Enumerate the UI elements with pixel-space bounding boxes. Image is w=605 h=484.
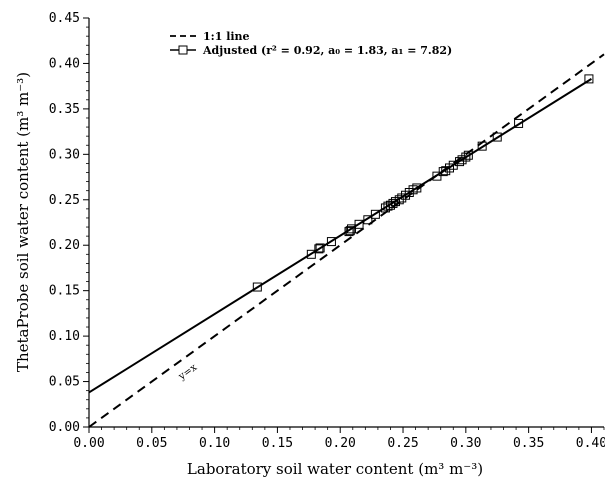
series-adjusted-fit-line xyxy=(88,78,592,394)
data-point xyxy=(345,226,355,236)
data-point xyxy=(370,209,380,219)
data-point xyxy=(354,219,364,229)
data-point xyxy=(347,224,357,234)
legend-label-1to1: 1:1 line xyxy=(203,30,250,43)
y-tick-label-4: 0.20 xyxy=(49,238,80,253)
axes: 0.00 0.05 0.10 0.15 0.20 0.25 0.30 0.35 0.40 0.45… xyxy=(49,11,605,451)
y-tick-label-5: 0.25 xyxy=(49,193,80,208)
x-tick-label-0: 0.00 xyxy=(73,436,104,451)
x-axis-title: Laboratory soil water content (m³ m⁻³) xyxy=(187,460,483,478)
series-layer xyxy=(88,53,605,428)
y-tick-label-1: 0.05 xyxy=(49,375,80,390)
y-tick-label-2: 0.10 xyxy=(49,329,80,344)
x-tick-label-6: 0.30 xyxy=(450,436,481,451)
data-point xyxy=(252,282,262,292)
data-point xyxy=(380,203,390,213)
data-point xyxy=(492,132,502,142)
data-point xyxy=(514,118,524,128)
data-point xyxy=(584,74,594,84)
data-point xyxy=(383,201,393,211)
x-tick-label-1: 0.05 xyxy=(136,436,167,451)
data-point xyxy=(461,152,471,162)
data-point xyxy=(315,243,325,253)
y-axis-title: ThetaProbe soil water content (m³ m⁻³) xyxy=(14,72,32,372)
data-point xyxy=(477,141,487,151)
data-point xyxy=(306,249,316,259)
data-point xyxy=(314,244,324,254)
y-tick-label-8: 0.40 xyxy=(49,56,80,71)
data-point xyxy=(326,237,336,247)
x-tick-label-2: 0.10 xyxy=(199,436,230,451)
data-point xyxy=(463,150,473,160)
annotation-y-equals-x: y=x xyxy=(176,362,199,383)
series-1to1-line xyxy=(88,53,605,428)
y-tick-label-7: 0.35 xyxy=(49,102,80,117)
legend-marker-adjusted xyxy=(178,45,188,55)
x-tick-label-5: 0.25 xyxy=(387,436,418,451)
x-tick-label-4: 0.20 xyxy=(325,436,356,451)
data-point xyxy=(432,171,442,181)
data-point xyxy=(412,183,422,193)
legend: 1:1 line Adjusted (r² = 0.92, a₀ = 1.83,… xyxy=(170,30,452,57)
x-tick-label-8: 0.40 xyxy=(576,436,605,451)
data-point xyxy=(363,215,373,225)
data-point xyxy=(344,227,354,237)
legend-label-adjusted: Adjusted (r² = 0.92, a₀ = 1.83, a₁ = 7.8… xyxy=(202,44,452,57)
y-tick-label-9: 0.45 xyxy=(49,11,80,26)
marker-layer xyxy=(252,74,594,292)
x-tick-label-3: 0.15 xyxy=(262,436,293,451)
data-point xyxy=(394,195,404,205)
y-tick-label-6: 0.30 xyxy=(49,147,80,162)
x-tick-label-7: 0.35 xyxy=(513,436,544,451)
y-tick-label-0: 0.00 xyxy=(49,420,80,435)
y-tick-label-3: 0.15 xyxy=(49,284,80,299)
data-point xyxy=(455,157,465,167)
